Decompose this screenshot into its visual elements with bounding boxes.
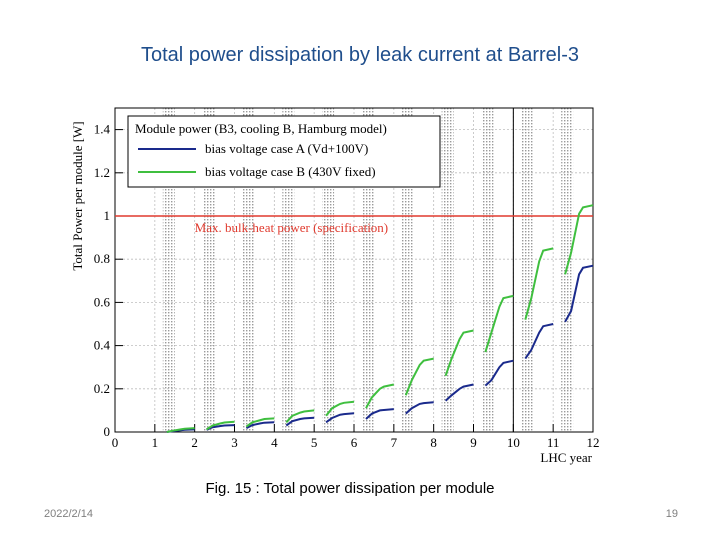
x-tick-label-10: 10 <box>507 435 520 450</box>
grid-band-7 <box>441 108 454 432</box>
x-tick-label-7: 7 <box>391 435 398 450</box>
page-number: 19 <box>665 508 678 520</box>
series-1-segment-8 <box>484 294 514 353</box>
series-0-segment-6 <box>405 401 434 415</box>
footer-date: 2022/2/14 <box>44 508 93 520</box>
axis-ticks <box>114 129 594 433</box>
series-0-segment-2 <box>245 421 275 429</box>
x-tick-label-12: 12 <box>587 435 600 450</box>
x-tick-label-4: 4 <box>271 435 278 450</box>
slide-title: Total power dissipation by leak current … <box>141 44 579 66</box>
grid-band-0 <box>162 108 175 432</box>
series-1-segment-2 <box>245 417 275 428</box>
x-tick-label-5: 5 <box>311 435 318 450</box>
y-tick-label-6: 1.2 <box>94 165 110 180</box>
grid-band-8 <box>481 108 494 432</box>
x-tick-label-11: 11 <box>547 435 560 450</box>
grid-band-1 <box>202 108 215 432</box>
y-tick-label-3: 0.6 <box>94 294 111 309</box>
y-tick-label-1: 0.2 <box>94 381 110 396</box>
grid-band-4 <box>322 108 335 432</box>
series-1-segment-10 <box>564 204 594 275</box>
y-tick-label-7: 1.4 <box>94 122 111 137</box>
series-1-segment-5 <box>365 383 395 409</box>
series-1-segment-7 <box>444 329 474 377</box>
series-1-segment-0 <box>166 427 195 433</box>
series-0-segment-3 <box>285 416 315 427</box>
series-1-segment-9 <box>524 247 554 320</box>
series-1-segment-3 <box>285 409 315 423</box>
reference-line-label: Max. bulk-heat power (specification) <box>195 220 388 235</box>
legend: Module power (B3, cooling B, Hamburg mod… <box>127 115 441 188</box>
x-tick-label-8: 8 <box>430 435 437 450</box>
grid-band-3 <box>282 108 295 432</box>
x-tick-label-6: 6 <box>351 435 358 450</box>
grid-band-9 <box>521 108 534 432</box>
series-group <box>166 204 594 433</box>
figure-caption: Fig. 15 : Total power dissipation per mo… <box>205 480 495 497</box>
series-0-segment-1 <box>206 424 235 431</box>
reference-line-group: Max. bulk-heat power (specification) <box>115 215 593 235</box>
y-tick-label-5: 1 <box>104 208 111 223</box>
x-tick-label-9: 9 <box>470 435 477 450</box>
series-0-segment-7 <box>444 383 474 402</box>
x-tick-label-2: 2 <box>191 435 198 450</box>
legend-box <box>127 115 441 188</box>
legend-label-1: bias voltage case B (430V fixed) <box>205 164 376 179</box>
x-axis-label: LHC year <box>540 450 592 465</box>
y-tick-label-0: 0 <box>104 424 111 439</box>
y-axis-label: Total Power per module [W] <box>70 121 85 270</box>
x-tick-label-3: 3 <box>231 435 238 450</box>
y-tick-label-4: 0.8 <box>94 251 110 266</box>
series-1-segment-4 <box>325 400 355 417</box>
series-0-segment-4 <box>325 412 355 424</box>
legend-title: Module power (B3, cooling B, Hamburg mod… <box>135 121 387 136</box>
x-tick-label-0: 0 <box>112 435 119 450</box>
grid-band-6 <box>401 108 414 432</box>
series-0-segment-9 <box>524 323 554 360</box>
grid-band-5 <box>361 108 374 432</box>
series-0-segment-5 <box>365 408 394 420</box>
legend-label-0: bias voltage case A (Vd+100V) <box>205 141 368 156</box>
grid-band-2 <box>242 108 255 432</box>
series-1-segment-1 <box>206 420 235 431</box>
series-0-segment-8 <box>484 359 514 387</box>
series-1-segment-6 <box>404 357 434 396</box>
series-0-segment-10 <box>564 264 594 323</box>
y-tick-label-2: 0.4 <box>94 338 111 353</box>
x-tick-label-1: 1 <box>152 435 159 450</box>
